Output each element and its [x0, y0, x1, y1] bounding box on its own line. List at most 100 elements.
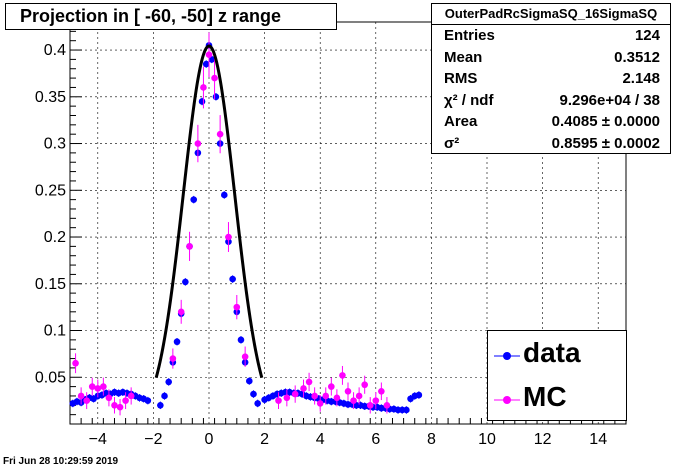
data-point: [122, 397, 129, 404]
data-point: [361, 381, 368, 389]
x-tick-label: 4: [316, 431, 325, 448]
y-tick-label: 0.15: [35, 276, 66, 293]
data-point: [291, 390, 299, 398]
data-point: [105, 394, 113, 402]
data-point: [415, 391, 423, 399]
legend: data MC: [487, 330, 627, 421]
data-point: [116, 403, 124, 411]
stats-key: Entries: [444, 27, 495, 44]
data-point: [316, 400, 324, 407]
chart-title: Projection in [ -60, -50] z range: [5, 3, 337, 30]
data-point: [344, 387, 352, 395]
data-point: [328, 383, 335, 390]
data-point: [372, 397, 380, 404]
y-tick-label: 0.05: [35, 369, 66, 386]
data-point: [403, 406, 410, 414]
data-point: [202, 60, 210, 68]
data-point: [186, 243, 193, 250]
data-point: [198, 98, 206, 105]
y-tick-label: 0.1: [44, 323, 66, 340]
data-point: [366, 402, 374, 409]
data-point: [100, 383, 107, 390]
y-tick-label: 0.2: [44, 229, 66, 246]
data-point: [383, 402, 391, 409]
data-point: [190, 196, 198, 203]
stats-row-rms: RMS 2.148: [432, 68, 670, 90]
y-tick-label: 0.4: [44, 42, 66, 59]
data-point: [182, 278, 189, 286]
data-point: [241, 353, 249, 360]
stats-row-sigma2: σ² 0.8595 ± 0.0002: [432, 133, 670, 155]
x-tick-label: −4: [89, 431, 107, 448]
x-tick-label: 14: [589, 431, 607, 448]
data-point: [205, 51, 213, 59]
data-point: [169, 355, 177, 362]
data-point: [378, 387, 385, 395]
legend-label-mc: MC: [523, 381, 567, 412]
data-point: [339, 372, 346, 379]
data-point: [250, 390, 257, 398]
data-point: [161, 392, 168, 400]
data-point: [88, 383, 96, 390]
data-point: [72, 359, 79, 367]
data-point: [305, 378, 313, 386]
data-point: [83, 397, 90, 404]
legend-entry-data: data: [488, 333, 626, 377]
legend-entry-mc: MC: [488, 377, 626, 421]
stats-key: RMS: [444, 70, 478, 87]
data-point: [246, 377, 253, 385]
y-tick-label: 0.35: [35, 89, 66, 106]
data-point: [275, 397, 282, 404]
legend-marker-data: [494, 352, 520, 360]
stats-value: 0.8595 ± 0.0002: [551, 134, 660, 152]
y-tick-label: 0.3: [44, 136, 66, 153]
data-point: [157, 402, 164, 409]
stats-value: 0.3512: [614, 48, 660, 66]
stats-value: 2.148: [622, 70, 660, 87]
data-point: [177, 308, 185, 316]
data-point: [229, 275, 236, 283]
stats-box: OuterPadRcSigmaSQ_16SigmaSQ Entries 124 M…: [431, 3, 671, 154]
stats-key: Area: [444, 113, 478, 130]
data-point: [194, 140, 202, 147]
x-tick-label: −2: [144, 431, 162, 448]
stats-title: OuterPadRcSigmaSQ_16SigmaSQ: [432, 4, 670, 25]
fit-curve: [154, 44, 264, 379]
timestamp: Fri Jun 28 10:29:59 2019: [3, 456, 119, 467]
stats-key: Mean: [444, 48, 483, 66]
data-point: [127, 392, 135, 400]
data-point: [237, 336, 245, 344]
data-point: [173, 338, 181, 346]
data-point: [350, 397, 357, 404]
stats-key: σ²: [444, 134, 460, 152]
x-tick-label: 0: [205, 431, 214, 448]
data-point: [77, 392, 85, 400]
data-point: [216, 130, 224, 138]
stats-value: 124: [634, 27, 660, 44]
data-point: [254, 400, 261, 407]
data-point: [212, 93, 220, 101]
data-point: [333, 394, 341, 402]
data-point: [355, 392, 363, 400]
x-tick-label: 10: [478, 431, 496, 448]
y-tick-label: 0.25: [35, 182, 66, 199]
stats-row-mean: Mean 0.3512: [432, 47, 670, 69]
data-point: [165, 378, 172, 386]
data-point: [144, 397, 152, 404]
stats-row-chi2: χ² / ndf 9.296e+04 / 38: [432, 90, 670, 112]
data-point: [211, 74, 218, 82]
stats-row-area: Area 0.4085 ± 0.0000: [432, 111, 670, 133]
legend-label-data: data: [523, 337, 581, 368]
x-tick-label: 8: [427, 431, 436, 448]
stats-row-entries: Entries 124: [432, 25, 670, 47]
stats-value: 9.296e+04 / 38: [559, 91, 660, 109]
data-point: [233, 303, 241, 311]
data-point: [111, 402, 118, 409]
data-point: [311, 392, 318, 400]
data-point: [322, 392, 330, 400]
data-point: [94, 385, 102, 392]
x-tick-label: 6: [371, 431, 380, 448]
data-point: [200, 84, 207, 91]
stats-key: χ² / ndf: [444, 91, 494, 109]
x-tick-label: 12: [534, 431, 552, 448]
